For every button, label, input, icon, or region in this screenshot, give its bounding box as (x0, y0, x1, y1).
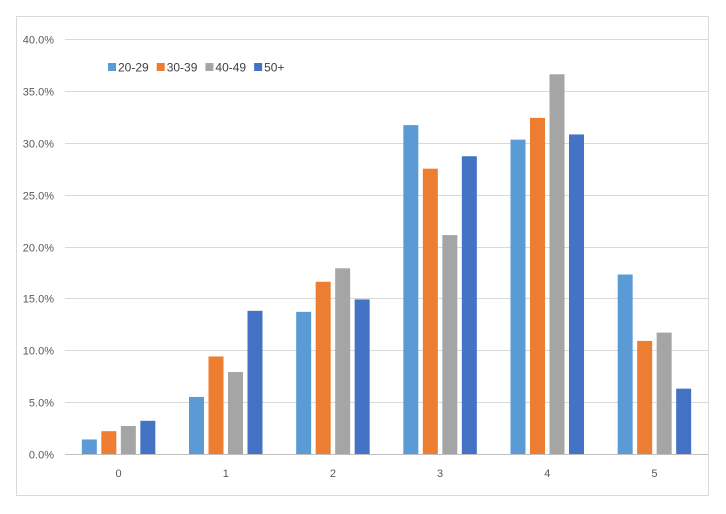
legend-label: 20-29 (118, 61, 149, 75)
y-tick-label: 20.0% (23, 243, 54, 255)
legend-label: 50+ (264, 61, 284, 75)
bar-20-29-cat-2 (296, 311, 312, 454)
bar-50--cat-0 (140, 420, 156, 454)
bar-50--cat-1 (247, 310, 263, 454)
y-tick-label: 15.0% (23, 294, 54, 306)
y-tick-label: 30.0% (23, 139, 54, 151)
bar-40-49-cat-4 (549, 74, 565, 455)
bar-50--cat-2 (354, 299, 370, 454)
x-tick-label: 4 (544, 468, 550, 480)
bar-20-29-cat-1 (189, 396, 204, 454)
bar-30-39-cat-4 (530, 117, 545, 454)
bar-20-29-cat-5 (617, 274, 633, 454)
bar-40-49-cat-3 (442, 235, 458, 454)
legend: 20-29 30-39 40-49 50+ (108, 61, 284, 75)
bar-30-39-cat-5 (637, 340, 653, 454)
y-tick-label: 0.0% (29, 450, 54, 462)
y-tick-label: 10.0% (23, 346, 54, 358)
legend-swatch (205, 63, 214, 71)
bar-30-39-cat-1 (208, 356, 224, 454)
x-tick-label: 2 (330, 468, 336, 480)
legend-label: 30-39 (167, 61, 198, 75)
legend-swatch (254, 63, 263, 71)
bars (81, 74, 692, 455)
grid-layer (65, 39, 708, 455)
legend-swatch (156, 63, 165, 71)
bar-20-29-cat-4 (510, 139, 526, 454)
bar-50--cat-5 (676, 388, 692, 454)
bar-40-49-cat-2 (335, 268, 351, 454)
bar-40-49-cat-5 (656, 332, 672, 454)
x-tick-label: 0 (116, 468, 122, 480)
x-tick-label: 3 (437, 468, 443, 480)
y-tick-label: 25.0% (23, 191, 54, 203)
bar-40-49-cat-0 (120, 425, 136, 454)
bar-30-39-cat-2 (315, 281, 331, 454)
y-tick-label: 5.0% (29, 398, 54, 410)
bar-20-29-cat-3 (403, 125, 419, 455)
bar-30-39-cat-3 (422, 168, 438, 454)
bar-20-29-cat-0 (81, 439, 97, 454)
y-tick-label: 35.0% (23, 87, 54, 99)
y-axis-ticks: 0.0% 5.0% 10.0% 15.0% 20.0% 25.0% 30.0% 35.0% 40… (23, 35, 54, 462)
x-axis-ticks: 0 1 2 3 4 5 (116, 468, 658, 480)
legend-label: 40-49 (215, 61, 246, 75)
x-tick-label: 5 (651, 468, 657, 480)
legend-swatch (108, 63, 116, 71)
x-tick-label: 1 (223, 468, 229, 480)
bar-40-49-cat-1 (228, 372, 243, 454)
bar-50--cat-4 (569, 134, 584, 454)
y-tick-label: 40.0% (23, 35, 54, 47)
bar-50--cat-3 (461, 156, 477, 455)
bar-30-39-cat-0 (101, 431, 117, 454)
